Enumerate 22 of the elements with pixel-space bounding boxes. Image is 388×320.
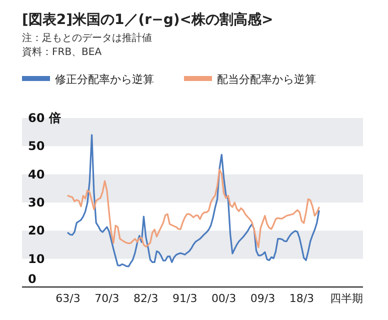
y-tick-label: 20 bbox=[28, 224, 45, 238]
y-tick-label: 40 bbox=[28, 167, 45, 182]
text: 資料：FRB、BEA bbox=[22, 46, 102, 58]
y-tick-label: 60 倍 bbox=[28, 111, 61, 125]
legend-label: 配当分配率から逆算 bbox=[217, 73, 316, 86]
legend-label: 修正分配率から逆算 bbox=[55, 73, 154, 86]
x-tick-label: 70/3 bbox=[94, 292, 120, 305]
line-series bbox=[67, 168, 320, 248]
x-tick-label: 63/3 bbox=[56, 292, 80, 305]
chart-title: [図表2]米国の1／(r−g)<株の割高感> bbox=[22, 11, 274, 28]
x-tick-label: 82/3 bbox=[134, 292, 158, 305]
line-series bbox=[67, 134, 320, 268]
x-tick-label: 91/3 bbox=[172, 292, 198, 305]
x-axis-title: 四半期 bbox=[330, 292, 363, 305]
x-tick-label: 18/3 bbox=[289, 292, 314, 305]
chart-subtitle: 注：足もとのデータは推計値 bbox=[22, 32, 152, 44]
x-tick-label: 09/3 bbox=[250, 292, 276, 305]
y-tick-label: 50 bbox=[28, 139, 45, 154]
y-tick-label: 30 bbox=[28, 196, 45, 210]
y-tick-label: 0 bbox=[28, 272, 36, 286]
y-tick-label: 10 bbox=[28, 252, 45, 266]
x-tick-label: 00/3 bbox=[211, 292, 236, 305]
